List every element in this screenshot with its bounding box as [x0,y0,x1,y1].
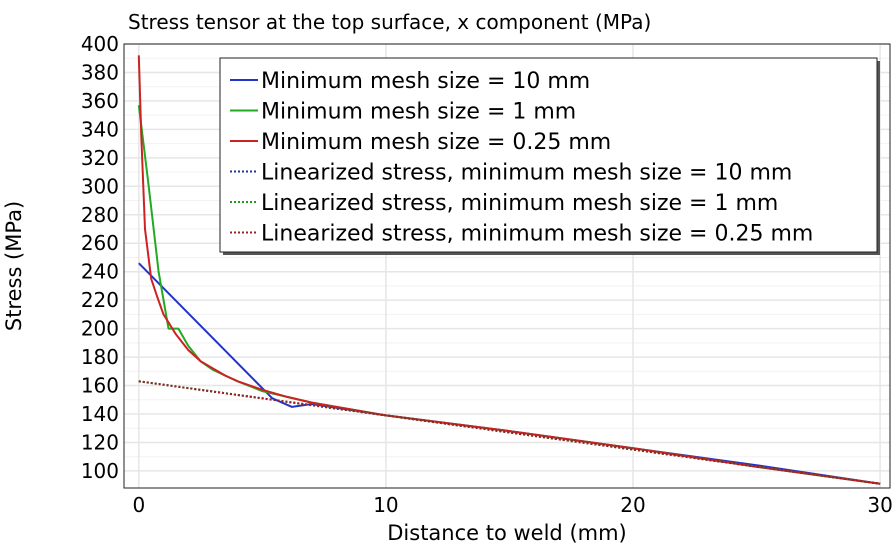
series-layer [137,55,881,485]
y-tick-label: 340 [81,117,119,141]
legend-label: Linearized stress, minimum mesh size = 1… [261,191,778,216]
y-tick-label: 100 [81,459,119,483]
y-tick-label: 180 [81,345,119,369]
y-tick-label: 120 [81,430,119,454]
x-tick-label: 20 [620,493,645,517]
legend-label: Minimum mesh size = 1 mm [261,100,576,125]
x-tick-label: 30 [867,493,892,517]
y-tick-label: 380 [81,60,119,84]
legend-label: Minimum mesh size = 10 mm [261,69,590,94]
chart-title: Stress tensor at the top surface, x comp… [128,10,651,34]
y-axis-label: Stress (MPa) [2,201,26,331]
x-tick-label: 0 [132,493,145,517]
x-axis-ticks: 0 10 20 30 [132,493,892,517]
y-tick-label: 300 [81,174,119,198]
x-axis-label: Distance to weld (mm) [387,521,627,545]
legend-label: Linearized stress, minimum mesh size = 0… [261,222,813,247]
plot-border [123,43,891,489]
y-tick-label: 200 [81,317,119,341]
legend-label: Linearized stress, minimum mesh size = 1… [261,161,792,186]
y-tick-label: 220 [81,288,119,312]
series-line-6 [138,380,881,485]
y-tick-label: 280 [81,203,119,227]
y-tick-label: 240 [81,260,119,284]
y-tick-label: 320 [81,146,119,170]
y-tick-label: 260 [81,231,119,255]
legend-box [219,57,878,253]
legend: Minimum mesh size = 10 mm Minimum mesh si… [219,57,880,255]
y-tick-label: 400 [81,32,119,56]
y-tick-label: 360 [81,89,119,113]
legend-label: Minimum mesh size = 0.25 mm [261,130,611,155]
x-tick-label: 10 [373,493,398,517]
series-line-3 [137,55,881,485]
y-axis-ticks: 100 120 140 160 180 200 220 240 260 280 300 320 340 3… [81,32,119,483]
y-tick-label: 160 [81,374,119,398]
y-tick-label: 140 [81,402,119,426]
